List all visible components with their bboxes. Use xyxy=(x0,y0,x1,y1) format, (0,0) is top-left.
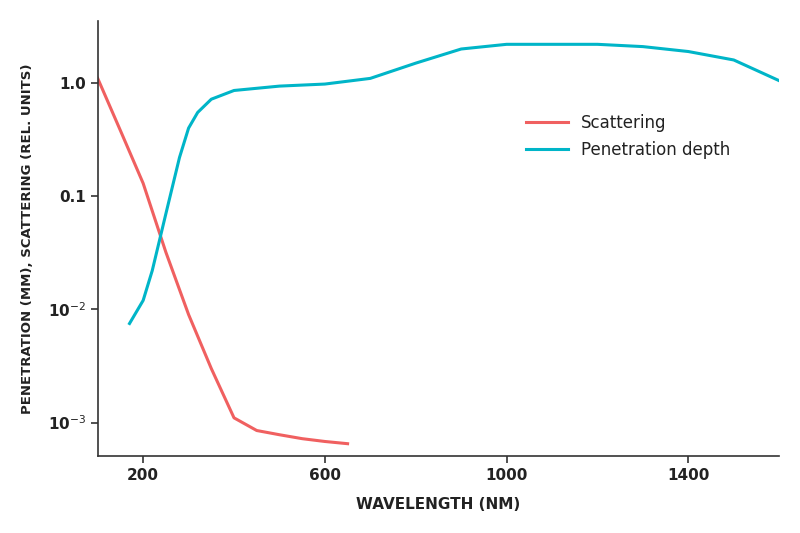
Penetration depth xyxy=(206,96,216,102)
Line: Scattering: Scattering xyxy=(98,78,347,443)
Penetration depth xyxy=(320,81,330,87)
Scattering xyxy=(93,75,102,82)
Penetration depth xyxy=(161,211,170,217)
Scattering xyxy=(230,415,239,421)
X-axis label: WAVELENGTH (NM): WAVELENGTH (NM) xyxy=(356,497,521,512)
Scattering xyxy=(116,127,126,134)
Penetration depth xyxy=(502,41,511,47)
Legend: Scattering, Penetration depth: Scattering, Penetration depth xyxy=(519,108,737,165)
Penetration depth xyxy=(184,125,194,131)
Scattering xyxy=(342,440,352,447)
Penetration depth xyxy=(411,60,421,66)
Scattering xyxy=(320,438,330,445)
Line: Penetration depth: Penetration depth xyxy=(130,44,779,324)
Penetration depth xyxy=(456,46,466,52)
Penetration depth xyxy=(174,154,184,160)
Penetration depth xyxy=(774,77,784,84)
Scattering xyxy=(274,432,284,438)
Penetration depth xyxy=(366,75,375,82)
Penetration depth xyxy=(547,41,557,47)
Penetration depth xyxy=(638,43,648,50)
Scattering xyxy=(184,311,194,318)
Scattering xyxy=(206,365,216,372)
Penetration depth xyxy=(125,320,134,327)
Y-axis label: PENETRATION (MM), SCATTERING (REL. UNITS): PENETRATION (MM), SCATTERING (REL. UNITS… xyxy=(21,63,34,414)
Penetration depth xyxy=(593,41,602,47)
Penetration depth xyxy=(729,57,738,63)
Penetration depth xyxy=(274,83,284,90)
Scattering xyxy=(298,435,307,442)
Penetration depth xyxy=(147,268,157,274)
Scattering xyxy=(252,427,262,434)
Penetration depth xyxy=(138,297,148,304)
Scattering xyxy=(138,180,148,187)
Penetration depth xyxy=(230,87,239,94)
Penetration depth xyxy=(193,109,202,116)
Scattering xyxy=(161,249,170,255)
Penetration depth xyxy=(683,49,693,55)
